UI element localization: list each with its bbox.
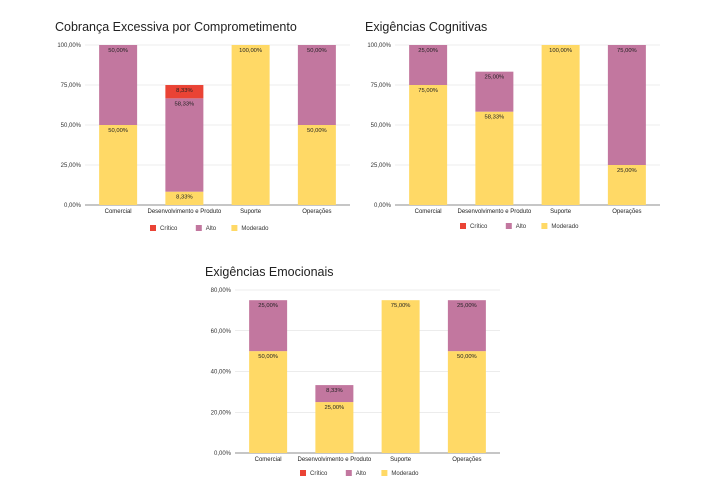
y-tick-label: 20,00% [211, 410, 232, 416]
data-label: 75,00% [391, 303, 411, 309]
data-label: 50,00% [258, 354, 278, 360]
chart-cognitivas-plot: 0,00% 25,00% 50,00% 75,00% 100,00% 75,00% 25,0… [367, 43, 660, 230]
bar-segment-moderado [249, 351, 288, 453]
data-label: 50,00% [307, 48, 327, 54]
data-label: 25,00% [457, 303, 477, 309]
legend-label: Crítico [310, 471, 328, 477]
bar-segment-moderado [297, 125, 336, 205]
bar-segment-alto [607, 45, 646, 165]
bar-segment-alto [249, 300, 288, 352]
y-tick-label: 40,00% [211, 370, 232, 376]
legend-label: Alto [356, 471, 367, 477]
data-label: 58,33% [175, 101, 195, 107]
legend-label: Moderado [391, 471, 419, 477]
data-label: 75,00% [418, 88, 438, 94]
data-label: 25,00% [325, 405, 345, 411]
x-category-label: Operações [302, 209, 331, 215]
y-tick-label: 60,00% [211, 329, 232, 335]
legend-swatch-critico [300, 470, 306, 476]
legend-swatch-moderado [381, 470, 388, 476]
chart-title: Exigências Emocionais [205, 265, 334, 279]
legend-swatch-critico [150, 225, 156, 231]
data-label: 8,33% [176, 195, 192, 201]
legend-label: Alto [206, 226, 217, 232]
bar-segment-moderado [475, 111, 514, 205]
bar-segment-moderado [447, 351, 486, 453]
chart-emocionais-plot: 0,00% 20,00% 40,00% 60,00% 80,00% 50,00% 25,00… [211, 288, 500, 477]
bar-segment-moderado [165, 191, 204, 205]
data-label: 25,00% [485, 75, 505, 81]
legend-swatch-moderado [541, 223, 548, 229]
bar-segment-alto [315, 385, 354, 403]
bar-segment-moderado [381, 300, 420, 453]
bar-segment-alto [447, 300, 486, 352]
y-tick-label: 50,00% [61, 123, 82, 129]
y-tick-label: 100,00% [367, 43, 391, 49]
bar-segment-alto [297, 45, 336, 125]
bar-segment-alto [99, 45, 138, 125]
x-category-label: Suporte [240, 209, 262, 215]
legend-label: Alto [516, 224, 527, 230]
y-tick-label: 75,00% [61, 83, 82, 89]
x-category-label: Desenvolvimento e Produto [148, 209, 222, 215]
y-tick-label: 0,00% [64, 203, 82, 209]
x-category-label: Desenvolvimento e Produto [458, 209, 532, 215]
y-tick-label: 75,00% [371, 83, 392, 89]
y-tick-label: 25,00% [371, 163, 392, 169]
data-label: 25,00% [617, 168, 637, 174]
data-label: 100,00% [549, 48, 572, 54]
x-category-label: Suporte [550, 209, 572, 215]
data-label: 75,00% [617, 48, 637, 54]
x-category-label: Suporte [390, 457, 412, 463]
y-tick-label: 25,00% [61, 163, 82, 169]
data-label: 25,00% [418, 48, 438, 54]
bar-segment-alto [165, 98, 204, 192]
bar-segment-moderado [607, 165, 646, 205]
bar-segment-critico [165, 85, 204, 99]
data-label: 58,33% [485, 115, 505, 121]
y-tick-label: 80,00% [211, 288, 232, 294]
y-tick-label: 0,00% [214, 451, 232, 457]
legend-swatch-alto [345, 470, 352, 476]
legend-label: Crítico [470, 224, 488, 230]
legend-swatch-critico [460, 223, 466, 229]
legend-label: Moderado [241, 226, 269, 232]
legend-swatch-alto [505, 223, 512, 229]
legend-label: Moderado [551, 224, 579, 230]
chart-cobranca-plot: 0,00% 25,00% 50,00% 75,00% 100,00% 50,00% 50,0… [57, 43, 350, 232]
y-tick-label: 50,00% [371, 123, 392, 129]
bar-segment-moderado [315, 402, 354, 453]
data-label: 50,00% [108, 128, 128, 134]
data-label: 50,00% [108, 48, 128, 54]
chart-title: Cobrança Excessiva por Comprometimento [55, 20, 297, 34]
x-category-label: Operações [612, 209, 641, 215]
x-category-label: Desenvolvimento e Produto [298, 457, 372, 463]
data-label: 50,00% [457, 354, 477, 360]
legend-swatch-moderado [231, 225, 238, 231]
data-label: 100,00% [239, 48, 262, 54]
y-tick-label: 100,00% [57, 43, 81, 49]
data-label: 8,33% [326, 388, 342, 394]
bar-segment-moderado [541, 45, 580, 205]
data-label: 50,00% [307, 128, 327, 134]
bar-segment-moderado [99, 125, 138, 205]
x-category-label: Comercial [105, 209, 132, 215]
bar-segment-moderado [231, 45, 270, 205]
chart-title: Exigências Cognitivas [365, 20, 488, 34]
legend-swatch-alto [195, 225, 202, 231]
bar-segment-alto [475, 71, 514, 112]
x-category-label: Comercial [255, 457, 282, 463]
legend-label: Crítico [160, 226, 178, 232]
data-label: 8,33% [176, 88, 192, 94]
bar-segment-alto [409, 45, 448, 85]
data-label: 25,00% [258, 303, 278, 309]
y-tick-label: 0,00% [374, 203, 392, 209]
x-category-label: Comercial [415, 209, 442, 215]
bar-segment-moderado [409, 85, 448, 205]
x-category-label: Operações [452, 457, 481, 463]
